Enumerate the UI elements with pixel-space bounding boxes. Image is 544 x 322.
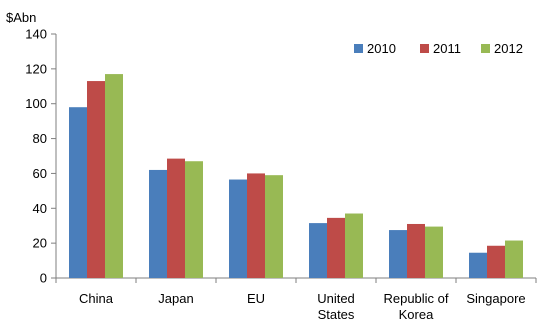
- legend-swatch: [354, 44, 363, 53]
- y-tick-label: 20: [33, 236, 47, 251]
- category-label: United: [317, 291, 355, 306]
- y-tick-label: 60: [33, 166, 47, 181]
- bar-2010-1: [149, 169, 167, 278]
- y-axis-unit-label: $Abn: [6, 10, 36, 25]
- legend-swatch: [481, 44, 490, 53]
- category-label: Singapore: [466, 291, 525, 306]
- series-2012: [105, 74, 523, 278]
- legend-swatch: [420, 44, 429, 53]
- category-label: States: [318, 307, 355, 322]
- legend-label: 2012: [494, 41, 523, 56]
- x-axis: [55, 277, 537, 283]
- bar-2012-5: [505, 240, 523, 278]
- bar-2010-5: [469, 252, 487, 278]
- category-label: EU: [247, 291, 265, 306]
- bar-2011-4: [407, 223, 425, 278]
- y-tick-label: 80: [33, 131, 47, 146]
- bar-2012-4: [425, 226, 443, 278]
- bar-2010-4: [389, 230, 407, 278]
- legend-item-2010: 2010: [354, 41, 396, 56]
- bar-2011-2: [247, 173, 265, 278]
- legend-label: 2011: [433, 41, 461, 56]
- bar-2012-3: [345, 213, 363, 278]
- bar-2011-1: [167, 158, 185, 278]
- y-tick-label: 100: [25, 96, 47, 111]
- category-label: Japan: [158, 291, 193, 306]
- y-tick-label: 40: [33, 201, 47, 216]
- bars: [69, 74, 523, 278]
- category-label: China: [79, 291, 114, 306]
- bar-2012-1: [185, 161, 203, 278]
- y-axis: 0 20 40 60 80 100 120 140: [25, 27, 57, 286]
- bar-2010-0: [69, 107, 87, 278]
- bar-2010-2: [229, 179, 247, 278]
- bar-2010-3: [309, 223, 327, 278]
- legend-item-2011: 2011: [420, 41, 461, 56]
- bar-2011-0: [87, 81, 105, 278]
- series-2010: [69, 107, 487, 278]
- legend-item-2012: 2012: [481, 41, 523, 56]
- bar-2011-3: [327, 217, 345, 278]
- legend-label: 2010: [367, 41, 396, 56]
- legend: 2010 2011 2012: [354, 41, 523, 56]
- series-2011: [87, 81, 505, 278]
- category-label: Republic of: [383, 291, 448, 306]
- y-tick-label: 140: [25, 27, 47, 42]
- y-tick-label: 120: [25, 61, 47, 76]
- bar-2011-5: [487, 245, 505, 278]
- bar-2012-2: [265, 175, 283, 278]
- bar-2012-0: [105, 74, 123, 278]
- category-label: Korea: [399, 307, 434, 322]
- y-tick-label: 0: [40, 271, 47, 286]
